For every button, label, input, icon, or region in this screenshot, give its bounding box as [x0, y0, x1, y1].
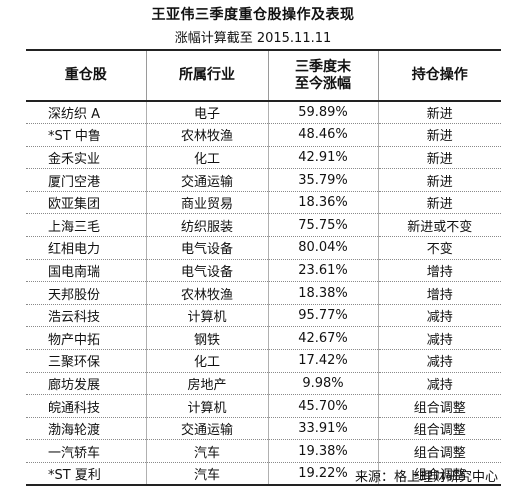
cell-gain: 35.79% — [267, 168, 379, 192]
table-row: 廊坊发展 房地产 9.98% 减持 — [26, 372, 501, 396]
cell-gain: 19.38% — [267, 439, 379, 463]
header-action: 持仓操作 — [377, 49, 501, 102]
cell-industry: 汽车 — [145, 462, 269, 487]
cell-stock: *ST 中鲁 — [26, 123, 147, 147]
cell-action: 新进 — [377, 168, 501, 192]
cell-industry: 农林牧渔 — [145, 123, 269, 147]
cell-gain: 59.89% — [267, 101, 379, 125]
cell-gain: 45.70% — [267, 394, 379, 418]
cell-action: 增持 — [377, 281, 501, 305]
table-row: 金禾实业 化工 42.91% 新进 — [26, 146, 501, 170]
cell-industry: 计算机 — [145, 394, 269, 418]
table-row: 物产中拓 钢铁 42.67% 减持 — [26, 326, 501, 351]
table-row: 天邦股份 农林牧渔 18.38% 增持 — [26, 281, 501, 305]
cell-gain: 80.04% — [267, 236, 379, 260]
cell-stock: 上海三毛 — [26, 213, 147, 238]
header-industry: 所属行业 — [145, 49, 269, 102]
cell-industry: 电子 — [145, 101, 269, 125]
cell-gain: 42.67% — [267, 326, 379, 351]
cell-action: 新进或不变 — [377, 213, 501, 238]
table-body: 深纺织 A 电子 59.89% 新进 *ST 中鲁 农林牧渔 48.46% 新进 金禾实业 化工 4… — [26, 101, 501, 487]
table-row: 厦门空港 交通运输 35.79% 新进 — [26, 168, 501, 192]
cell-industry: 纺织服装 — [145, 213, 269, 238]
cell-industry: 电气设备 — [145, 259, 269, 283]
cell-action: 减持 — [377, 372, 501, 396]
cell-stock: 欧亚集团 — [26, 191, 147, 215]
cell-industry: 交通运输 — [145, 417, 269, 441]
cell-stock: 厦门空港 — [26, 168, 147, 192]
page-title: 王亚伟三季度重仓股操作及表现 — [151, 7, 355, 23]
page-subtitle: 涨幅计算截至 2015.11.11 — [174, 31, 332, 46]
cell-stock: 廊坊发展 — [26, 372, 147, 396]
cell-stock: 浩云科技 — [26, 304, 147, 328]
cell-industry: 商业贸易 — [145, 191, 269, 215]
cell-action: 减持 — [377, 304, 501, 328]
cell-gain: 42.91% — [267, 146, 379, 170]
table-row: *ST 夏利 汽车 19.22% 组合调整 — [26, 462, 501, 487]
cell-stock: 金禾实业 — [26, 146, 147, 170]
cell-gain: 75.75% — [267, 213, 379, 238]
cell-action: 组合调整 — [377, 394, 501, 418]
cell-action: 新进 — [377, 101, 501, 125]
table-row: 红相电力 电气设备 80.04% 不变 — [26, 236, 501, 260]
cell-action: 不变 — [377, 236, 501, 260]
cell-action: 减持 — [377, 349, 501, 373]
cell-stock: 渤海轮渡 — [26, 417, 147, 441]
source-note: 来源：格上理财研究中心 — [354, 470, 498, 485]
cell-stock: 一汽轿车 — [26, 439, 147, 463]
cell-stock: 三聚环保 — [26, 349, 147, 373]
cell-action: 新进 — [377, 146, 501, 170]
cell-action: 组合调整 — [377, 439, 501, 463]
table-row: 渤海轮渡 交通运输 33.91% 组合调整 — [26, 417, 501, 441]
cell-stock: 国电南瑞 — [26, 259, 147, 283]
table-row: *ST 中鲁 农林牧渔 48.46% 新进 — [26, 123, 501, 147]
cell-gain: 9.98% — [267, 372, 379, 396]
table-row: 深纺织 A 电子 59.89% 新进 — [26, 101, 501, 125]
cell-gain: 19.22% — [267, 462, 379, 487]
cell-action: 组合调整 — [377, 417, 501, 441]
cell-stock: 皖通科技 — [26, 394, 147, 418]
cell-stock: 天邦股份 — [26, 281, 147, 305]
header-gain-line2: 至今涨幅 — [295, 75, 351, 92]
cell-gain: 18.38% — [267, 281, 379, 305]
cell-industry: 电气设备 — [145, 236, 269, 260]
table-row: 上海三毛 纺织服装 75.75% 新进或不变 — [26, 213, 501, 238]
cell-industry: 汽车 — [145, 439, 269, 463]
cell-gain: 18.36% — [267, 191, 379, 215]
header-stock: 重仓股 — [26, 49, 147, 102]
cell-industry: 钢铁 — [145, 326, 269, 351]
header-gain-line1: 三季度末 — [295, 58, 351, 75]
table-row: 三聚环保 化工 17.42% 减持 — [26, 349, 501, 373]
table-row: 浩云科技 计算机 95.77% 减持 — [26, 304, 501, 328]
table-row: 一汽轿车 汽车 19.38% 组合调整 — [26, 439, 501, 463]
holdings-table: 重仓股 所属行业 三季度末 至今涨幅 持仓操作 深纺织 A 电子 59.89% 新进 *… — [26, 49, 501, 487]
cell-action: 增持 — [377, 259, 501, 283]
header-gain: 三季度末 至今涨幅 — [267, 49, 379, 102]
cell-industry: 计算机 — [145, 304, 269, 328]
cell-stock: 红相电力 — [26, 236, 147, 260]
cell-action: 减持 — [377, 326, 501, 351]
cell-gain: 95.77% — [267, 304, 379, 328]
table-header-row: 重仓股 所属行业 三季度末 至今涨幅 持仓操作 — [26, 49, 501, 102]
cell-industry: 交通运输 — [145, 168, 269, 192]
cell-action: 新进 — [377, 191, 501, 215]
cell-action: 新进 — [377, 123, 501, 147]
cell-industry: 房地产 — [145, 372, 269, 396]
cell-action: 组合调整 — [377, 462, 501, 487]
cell-gain: 17.42% — [267, 349, 379, 373]
cell-gain: 33.91% — [267, 417, 379, 441]
cell-gain: 48.46% — [267, 123, 379, 147]
cell-stock: *ST 夏利 — [26, 462, 147, 487]
cell-stock: 深纺织 A — [26, 101, 147, 125]
table-row: 国电南瑞 电气设备 23.61% 增持 — [26, 259, 501, 283]
cell-industry: 化工 — [145, 146, 269, 170]
cell-stock: 物产中拓 — [26, 326, 147, 351]
table-row: 欧亚集团 商业贸易 18.36% 新进 — [26, 191, 501, 215]
table-row: 皖通科技 计算机 45.70% 组合调整 — [26, 394, 501, 418]
cell-gain: 23.61% — [267, 259, 379, 283]
cell-industry: 农林牧渔 — [145, 281, 269, 305]
cell-industry: 化工 — [145, 349, 269, 373]
